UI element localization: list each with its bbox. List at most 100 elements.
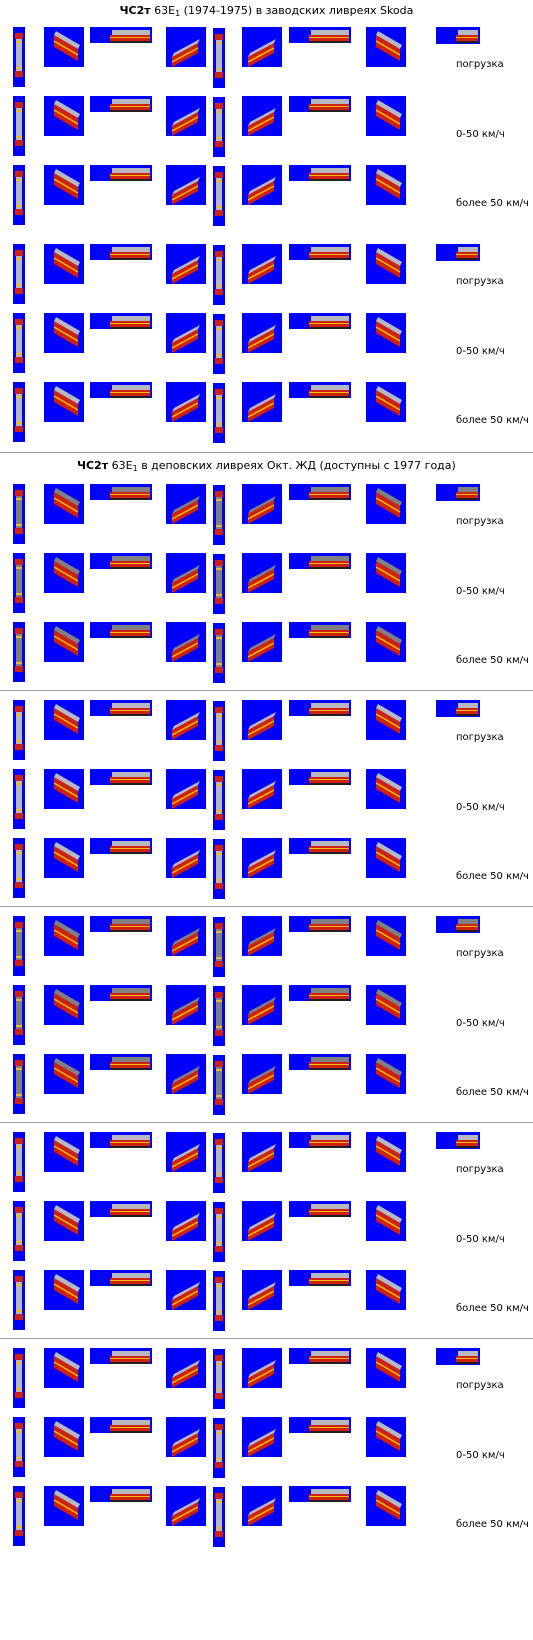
- g3-label-r0: погрузка: [456, 732, 504, 743]
- g5-r1-sprite-s-loco-icon: [215, 1208, 223, 1252]
- g1-r1-sprite-nw-loco-icon: [375, 317, 402, 347]
- g2-r1-sprite-s: [213, 554, 225, 614]
- g2-r0-sprite-cargo-loco-icon: [456, 487, 478, 500]
- g5-r0-sprite-w: [289, 1132, 351, 1148]
- g5-r0-sprite-ne-loco-icon: [53, 1136, 80, 1166]
- g4-r0-sprite-s: [213, 917, 225, 977]
- g1-r0-sprite-sw-loco-icon: [247, 256, 276, 284]
- g6-label-r0: погрузка: [456, 1380, 504, 1391]
- g4-r2-sprite-sw-loco-icon: [247, 1066, 276, 1094]
- g5-r1-sprite-sw: [242, 1201, 282, 1241]
- g6-r1-sprite-e-loco-icon: [110, 1420, 150, 1433]
- g3-r1-sprite-nw: [366, 769, 406, 809]
- g0-r2-sprite-ne: [44, 165, 84, 205]
- g4-r1-sprite-nw: [366, 985, 406, 1025]
- g3-r0-sprite-s-loco-icon: [215, 707, 223, 751]
- g1-r2-sprite-nw: [366, 382, 406, 422]
- g3-r2-sprite-e: [90, 838, 152, 854]
- g4-r2-sprite-w-loco-icon: [309, 1057, 349, 1070]
- g6-r1-sprite-se-loco-icon: [171, 1429, 200, 1457]
- g5-r2-sprite-ne-loco-icon: [53, 1274, 80, 1304]
- g3-r0-sprite-n-loco-icon: [15, 706, 23, 750]
- g0-r1-sprite-s: [213, 97, 225, 157]
- g4-r0-sprite-ne: [44, 916, 84, 956]
- g3-r0-sprite-sw-loco-icon: [247, 712, 276, 740]
- g2-r2-sprite-e-loco-icon: [110, 625, 150, 638]
- g0-r0-sprite-cargo: [436, 27, 480, 44]
- g1-label-r0: погрузка: [456, 276, 504, 287]
- g6-r1-sprite-nw: [366, 1417, 406, 1457]
- g1-r0-sprite-ne: [44, 244, 84, 284]
- g1-r1-sprite-e: [90, 313, 152, 329]
- g6-r0-sprite-se-loco-icon: [171, 1360, 200, 1388]
- g5-r2-sprite-w: [289, 1270, 351, 1286]
- g6-r2-sprite-s-loco-icon: [215, 1493, 223, 1537]
- g6-r0-sprite-e-loco-icon: [110, 1351, 150, 1364]
- g5-r2-sprite-ne: [44, 1270, 84, 1310]
- g2-r1-sprite-w-loco-icon: [309, 556, 349, 569]
- g5-r0-sprite-w-loco-icon: [309, 1135, 349, 1148]
- g4-label-r1: 0-50 км/ч: [456, 1018, 505, 1029]
- g3-r0-sprite-cargo: [436, 700, 480, 717]
- g6-label-r2: более 50 км/ч: [456, 1519, 529, 1530]
- g6-r1-sprite-sw-loco-icon: [247, 1429, 276, 1457]
- g4-r2-sprite-sw: [242, 1054, 282, 1094]
- g6-r0-sprite-cargo-loco-icon: [456, 1351, 478, 1364]
- g6-r1-sprite-w: [289, 1417, 351, 1433]
- g3-r0-sprite-s: [213, 701, 225, 761]
- g1-r0-sprite-nw: [366, 244, 406, 284]
- g3-r0-sprite-nw-loco-icon: [375, 704, 402, 734]
- g6-r2-sprite-se: [166, 1486, 206, 1526]
- g6-r1-sprite-se: [166, 1417, 206, 1457]
- g6-r0-sprite-w-loco-icon: [309, 1351, 349, 1364]
- title-series-subscript: 1: [175, 9, 181, 18]
- g2-r2-sprite-ne-loco-icon: [53, 626, 80, 656]
- g5-r0-sprite-cargo: [436, 1132, 480, 1149]
- g2-r1-sprite-ne: [44, 553, 84, 593]
- g3-r1-sprite-ne-loco-icon: [53, 773, 80, 803]
- g2-r0-sprite-nw-loco-icon: [375, 488, 402, 518]
- g2-label-r2: более 50 км/ч: [456, 655, 529, 666]
- g6-r2-sprite-s: [213, 1487, 225, 1547]
- g5-r2-sprite-s: [213, 1271, 225, 1331]
- g0-r2-sprite-se: [166, 165, 206, 205]
- g6-r1-sprite-e: [90, 1417, 152, 1433]
- g6-r0-sprite-n: [13, 1348, 25, 1408]
- g2-r2-sprite-sw: [242, 622, 282, 662]
- g2-r2-sprite-ne: [44, 622, 84, 662]
- g5-r2-sprite-se: [166, 1270, 206, 1310]
- g3-r1-sprite-n: [13, 769, 25, 829]
- g0-r2-sprite-se-loco-icon: [171, 177, 200, 205]
- g4-r2-sprite-s-loco-icon: [215, 1061, 223, 1105]
- group-separator-0: [0, 452, 533, 453]
- g0-r1-sprite-se: [166, 96, 206, 136]
- g4-r0-sprite-s-loco-icon: [215, 923, 223, 967]
- g5-r2-sprite-sw: [242, 1270, 282, 1310]
- g3-r0-sprite-w-loco-icon: [309, 703, 349, 716]
- g5-r2-sprite-e: [90, 1270, 152, 1286]
- g5-r1-sprite-nw-loco-icon: [375, 1205, 402, 1235]
- g0-r0-sprite-e: [90, 27, 152, 43]
- g3-r1-sprite-se-loco-icon: [171, 781, 200, 809]
- g0-r0-sprite-w: [289, 27, 351, 43]
- g0-r1-sprite-w: [289, 96, 351, 112]
- g4-r0-sprite-sw: [242, 916, 282, 956]
- g1-r1-sprite-se-loco-icon: [171, 325, 200, 353]
- g1-r2-sprite-s: [213, 383, 225, 443]
- g2-r1-sprite-w: [289, 553, 351, 569]
- g5-r2-sprite-e-loco-icon: [110, 1273, 150, 1286]
- g0-r0-sprite-s-loco-icon: [215, 34, 223, 78]
- g2-r0-sprite-sw: [242, 484, 282, 524]
- g6-r2-sprite-n: [13, 1486, 25, 1546]
- g6-r0-sprite-s-loco-icon: [215, 1355, 223, 1399]
- g5-r1-sprite-sw-loco-icon: [247, 1213, 276, 1241]
- g1-r0-sprite-w-loco-icon: [309, 247, 349, 260]
- group-separator-3: [0, 1122, 533, 1123]
- g6-r0-sprite-s: [213, 1349, 225, 1409]
- g4-r1-sprite-se-loco-icon: [171, 997, 200, 1025]
- g1-r2-sprite-sw: [242, 382, 282, 422]
- g1-r2-sprite-sw-loco-icon: [247, 394, 276, 422]
- g5-r1-sprite-nw: [366, 1201, 406, 1241]
- g1-r0-sprite-n: [13, 244, 25, 304]
- g2-r0-sprite-ne-loco-icon: [53, 488, 80, 518]
